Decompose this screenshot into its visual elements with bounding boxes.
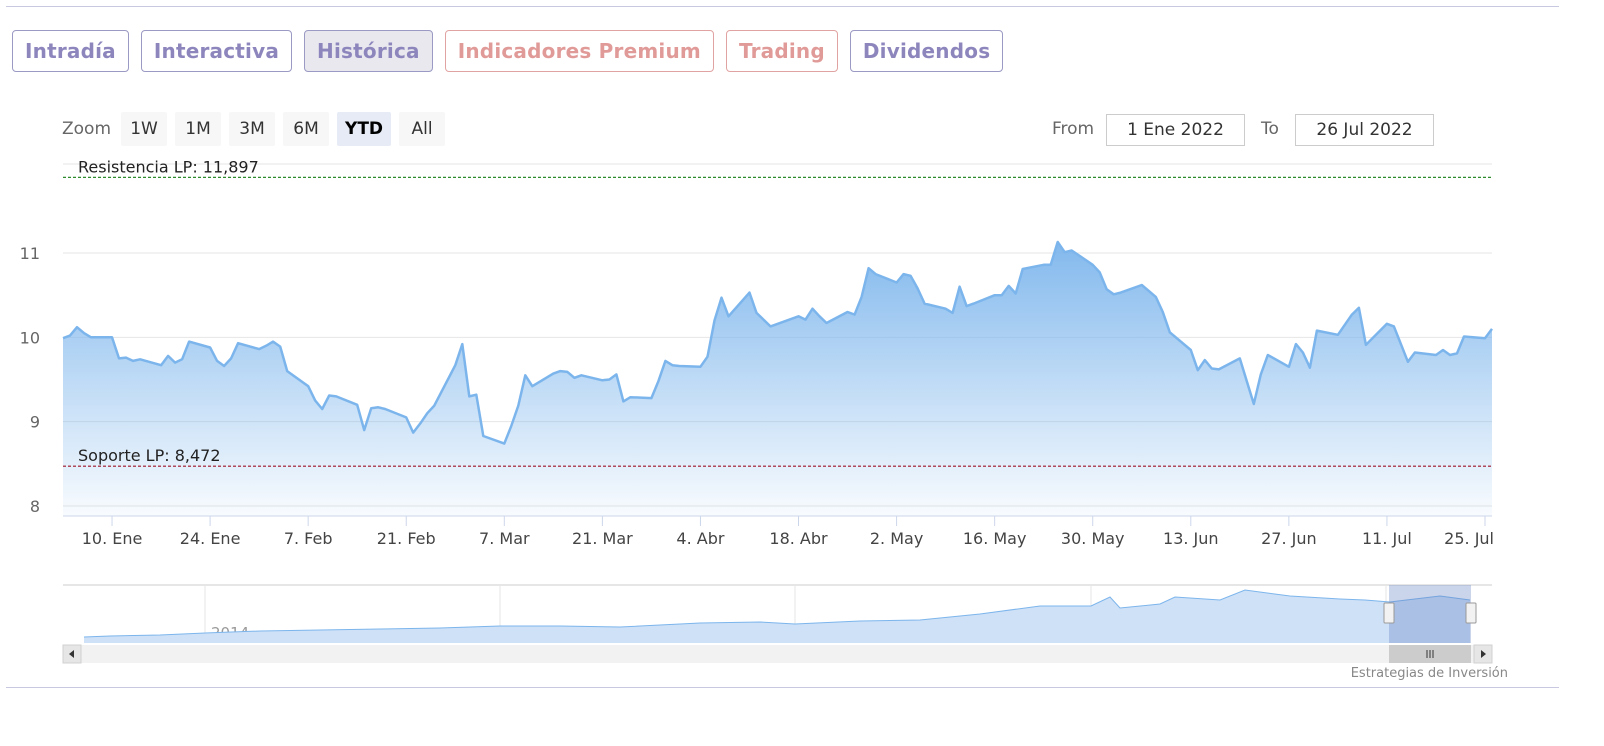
resistance-label: Resistencia LP: 11,897 [78,157,259,176]
navigator-selection[interactable] [1389,585,1471,643]
zoom-button-1m[interactable]: 1M [175,112,222,146]
navigator-handle-left[interactable] [1383,602,1395,624]
price-line[interactable] [62,240,1493,445]
x-tick-label: 10. Ene [82,529,143,548]
to-label: To [1261,119,1279,139]
x-tick-label: 18. Abr [769,529,828,548]
price-area [63,242,1492,516]
zoom-button-3m[interactable]: 3M [229,112,276,146]
x-tick-label: 16. May [963,529,1027,548]
support-label: Soporte LP: 8,472 [78,446,221,465]
navigator-handle-right[interactable] [1465,602,1477,624]
navigator-area [84,590,1470,643]
chart-credit[interactable]: Estrategias de Inversión [1350,666,1508,681]
zoom-button-6m[interactable]: 6M [283,112,330,146]
y-tick-label: 11 [20,244,40,263]
y-tick-label: 8 [30,497,40,516]
x-tick-label: 21. Mar [572,529,633,548]
to-date-input[interactable]: 26 Jul 2022 [1295,114,1434,146]
zoom-button-all[interactable]: All [399,112,446,146]
tab-indicadores-premium[interactable]: Indicadores Premium [444,30,714,72]
arrow-left-icon [69,650,74,658]
arrow-right-icon [1481,650,1486,658]
zoom-label: Zoom [62,119,112,139]
zoom-bar: Zoom 1W 1M 3M 6M YTD All [62,112,446,146]
y-tick-label: 10 [20,328,40,347]
stock-price-chart[interactable]: 8 9 10 11 Resistencia LP: 11,897 Soporte LP: … [0,150,1604,680]
scrollbar-track[interactable] [63,645,1492,663]
x-tick-label: 27. Jun [1261,529,1317,548]
x-tick-label: 25. Jul [1444,529,1494,548]
zoom-buttons: 1W 1M 3M 6M YTD All [121,112,446,146]
x-tick-label: 24. Ene [180,529,241,548]
x-tick-label: 30. May [1061,529,1125,548]
top-divider [6,6,1559,7]
tab-trading[interactable]: Trading [725,30,838,72]
x-tick-label: 7. Mar [479,529,530,548]
x-tick-label: 11. Jul [1362,529,1412,548]
zoom-button-1w[interactable]: 1W [121,112,168,146]
tab-hist-rica[interactable]: Histórica [304,30,433,72]
x-tick-label: 7. Feb [284,529,333,548]
navigator-line [83,589,1471,638]
tab-dividendos[interactable]: Dividendos [849,30,1004,72]
zoom-button-ytd[interactable]: YTD [337,112,392,146]
y-tick-label: 9 [30,413,40,432]
x-tick-label: 4. Abr [676,529,724,548]
chart-tabs: Intradía Interactiva Histórica Indicadores … [12,30,1004,72]
tab-interactiva[interactable]: Interactiva [140,30,293,72]
x-tick-label: 21. Feb [377,529,436,548]
tab-intrad-a[interactable]: Intradía [12,30,129,72]
x-tick-label: 13. Jun [1163,529,1219,548]
from-date-input[interactable]: 1 Ene 2022 [1106,114,1245,146]
x-tick-label: 2. May [870,529,923,548]
from-label: From [1052,119,1095,139]
bottom-divider [6,687,1559,688]
